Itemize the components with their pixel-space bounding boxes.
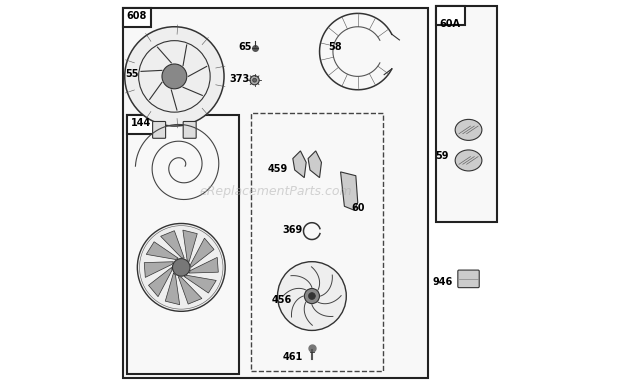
FancyBboxPatch shape bbox=[436, 6, 497, 222]
Text: 461: 461 bbox=[283, 352, 303, 362]
Text: 60A: 60A bbox=[439, 19, 460, 29]
Text: eReplacementParts.com: eReplacementParts.com bbox=[199, 185, 352, 197]
Text: 459: 459 bbox=[267, 164, 288, 174]
FancyBboxPatch shape bbox=[126, 115, 239, 374]
Polygon shape bbox=[189, 257, 218, 273]
Polygon shape bbox=[146, 242, 179, 259]
Circle shape bbox=[309, 293, 316, 299]
Circle shape bbox=[278, 262, 347, 330]
Circle shape bbox=[304, 288, 319, 304]
Polygon shape bbox=[161, 231, 184, 258]
Text: 946: 946 bbox=[432, 277, 453, 287]
Circle shape bbox=[250, 76, 259, 85]
Polygon shape bbox=[184, 275, 216, 293]
Polygon shape bbox=[179, 277, 202, 304]
Text: 59: 59 bbox=[435, 151, 448, 161]
Ellipse shape bbox=[455, 150, 482, 171]
Text: 65: 65 bbox=[238, 42, 252, 52]
Polygon shape bbox=[340, 172, 358, 210]
Circle shape bbox=[125, 27, 224, 126]
FancyBboxPatch shape bbox=[458, 270, 479, 288]
FancyBboxPatch shape bbox=[436, 6, 465, 25]
Polygon shape bbox=[144, 262, 174, 277]
Polygon shape bbox=[149, 267, 172, 297]
Circle shape bbox=[253, 78, 257, 82]
Polygon shape bbox=[166, 273, 180, 305]
FancyBboxPatch shape bbox=[153, 121, 166, 138]
Circle shape bbox=[162, 64, 187, 89]
Text: 144: 144 bbox=[131, 118, 151, 128]
Circle shape bbox=[138, 223, 225, 311]
Text: 369: 369 bbox=[283, 225, 303, 235]
Polygon shape bbox=[183, 230, 197, 262]
Polygon shape bbox=[293, 151, 306, 178]
Circle shape bbox=[172, 259, 190, 276]
Text: 608: 608 bbox=[126, 11, 147, 21]
Text: 58: 58 bbox=[328, 42, 342, 52]
Text: 60: 60 bbox=[351, 203, 365, 213]
Text: 55: 55 bbox=[126, 70, 139, 79]
FancyBboxPatch shape bbox=[123, 8, 151, 27]
FancyBboxPatch shape bbox=[183, 121, 196, 138]
Text: 373: 373 bbox=[229, 74, 249, 84]
FancyBboxPatch shape bbox=[123, 8, 428, 378]
Ellipse shape bbox=[455, 119, 482, 141]
Polygon shape bbox=[308, 151, 321, 178]
FancyBboxPatch shape bbox=[126, 115, 155, 134]
Text: 456: 456 bbox=[271, 295, 291, 305]
Polygon shape bbox=[190, 238, 214, 267]
